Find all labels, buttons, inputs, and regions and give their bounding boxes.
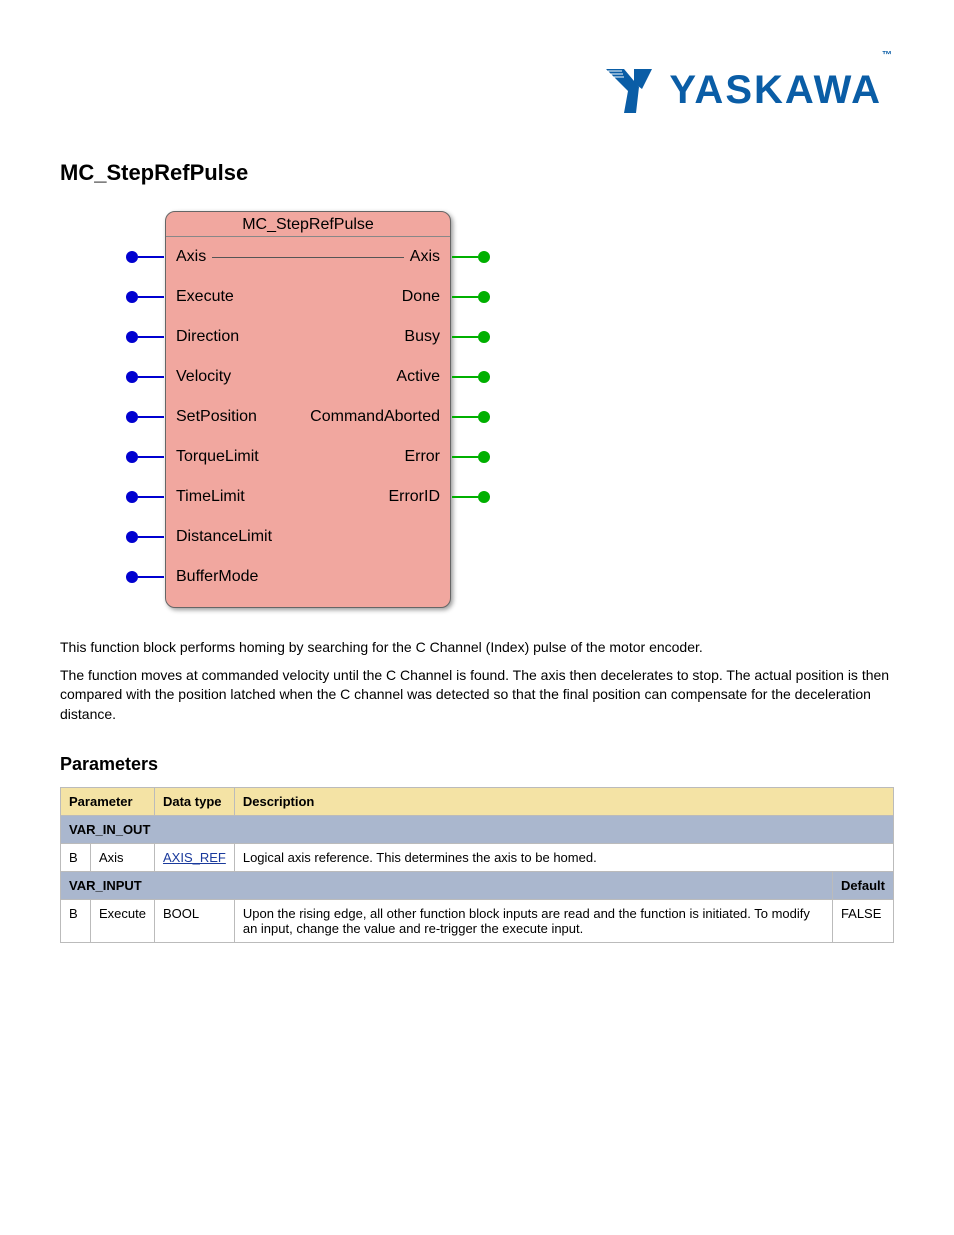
header-parameter: Parameter: [61, 788, 155, 816]
input-label: SetPosition: [176, 408, 257, 426]
cell-param-name: Execute: [91, 900, 155, 943]
cell-label: B: [61, 844, 91, 872]
description: This function block performs homing by s…: [60, 638, 894, 724]
output-label: Axis: [410, 248, 440, 266]
table-row: B Execute BOOL Upon the rising edge, all…: [61, 900, 894, 943]
function-block-name: MC_StepRefPulse: [166, 212, 450, 237]
input-pin: [126, 331, 164, 343]
table-row: B Axis AXIS_REF Logical axis reference. …: [61, 844, 894, 872]
output-label: ErrorID: [388, 488, 440, 506]
function-block: MC_StepRefPulse Axis Axis Execute Done D…: [165, 211, 451, 608]
output-label: Busy: [404, 328, 440, 346]
output-pin: [452, 491, 490, 503]
cell-param-name: Axis: [91, 844, 155, 872]
output-label: Done: [402, 288, 440, 306]
section-var-input: VAR_INPUT: [61, 872, 833, 900]
fb-row-axis: Axis Axis: [166, 237, 450, 277]
input-pin: [126, 491, 164, 503]
table-section-row: VAR_IN_OUT: [61, 816, 894, 844]
cell-datatype[interactable]: AXIS_REF: [154, 844, 234, 872]
output-pin: [452, 451, 490, 463]
fb-row: Execute Done: [166, 277, 450, 317]
output-label: Error: [404, 448, 440, 466]
cell-datatype: BOOL: [154, 900, 234, 943]
function-block-diagram: MC_StepRefPulse Axis Axis Execute Done D…: [125, 211, 491, 608]
cell-label: B: [61, 900, 91, 943]
output-pin: [452, 331, 490, 343]
page-title: MC_StepRefPulse: [60, 160, 894, 186]
logo-tm: ™: [882, 50, 894, 61]
table-section-row: VAR_INPUT Default: [61, 872, 894, 900]
input-pin: [126, 571, 164, 583]
output-pin: [452, 251, 490, 263]
description-p1: This function block performs homing by s…: [60, 638, 894, 658]
section-var-in-out: VAR_IN_OUT: [61, 816, 894, 844]
input-label: BufferMode: [176, 568, 258, 586]
input-pin: [126, 251, 164, 263]
input-pin: [126, 411, 164, 423]
parameters-heading: Parameters: [60, 754, 894, 775]
output-label: Active: [396, 368, 440, 386]
input-label: Execute: [176, 288, 234, 306]
input-pin: [126, 291, 164, 303]
yaskawa-logo-mark: [604, 65, 659, 115]
fb-row: SetPosition CommandAborted: [166, 397, 450, 437]
logo-text: YASKAWA™: [669, 68, 894, 113]
table-header-row: Parameter Data type Description: [61, 788, 894, 816]
fb-row: Direction Busy: [166, 317, 450, 357]
cell-description: Upon the rising edge, all other function…: [234, 900, 832, 943]
fb-row: BufferMode: [166, 557, 450, 597]
input-label: DistanceLimit: [176, 528, 272, 546]
header-default: Default: [832, 872, 893, 900]
description-p2: The function moves at commanded velocity…: [60, 666, 894, 725]
fb-row: TimeLimit ErrorID: [166, 477, 450, 517]
header-datatype: Data type: [154, 788, 234, 816]
cell-default: FALSE: [832, 900, 893, 943]
fb-row: Velocity Active: [166, 357, 450, 397]
logo: YASKAWA™: [604, 65, 894, 115]
parameters-table: Parameter Data type Description VAR_IN_O…: [60, 787, 894, 943]
fb-row: TorqueLimit Error: [166, 437, 450, 477]
input-pin: [126, 371, 164, 383]
cell-description: Logical axis reference. This determines …: [234, 844, 893, 872]
header-description: Description: [234, 788, 893, 816]
input-pin: [126, 531, 164, 543]
output-pin: [452, 291, 490, 303]
input-label: Axis: [176, 248, 206, 266]
output-label: CommandAborted: [310, 408, 440, 426]
input-label: Direction: [176, 328, 239, 346]
output-pin: [452, 371, 490, 383]
input-label: Velocity: [176, 368, 231, 386]
fb-row: DistanceLimit: [166, 517, 450, 557]
input-label: TimeLimit: [176, 488, 245, 506]
input-label: TorqueLimit: [176, 448, 259, 466]
input-pin: [126, 451, 164, 463]
output-pin: [452, 411, 490, 423]
